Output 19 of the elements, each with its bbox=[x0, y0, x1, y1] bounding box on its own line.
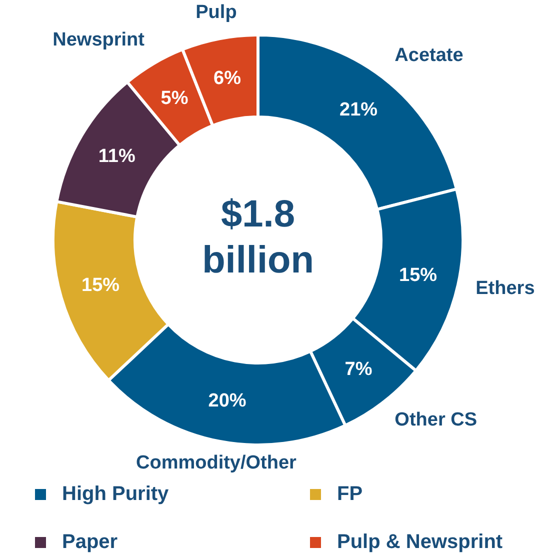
slice-label: Newsprint bbox=[52, 29, 146, 50]
text: High Purity bbox=[62, 483, 169, 506]
data-label: 5% bbox=[160, 88, 188, 110]
text: $1.8 billion bbox=[202, 193, 314, 282]
slice-label: Ethers bbox=[476, 278, 535, 299]
slice-label: Commodity/Other bbox=[136, 452, 298, 474]
data-label: 6% bbox=[214, 68, 242, 90]
data-label: 15% bbox=[399, 265, 438, 286]
data-label: 11% bbox=[98, 146, 136, 167]
data-label: 20% bbox=[208, 390, 246, 412]
text: FP bbox=[337, 483, 363, 506]
data-label: 7% bbox=[344, 358, 372, 380]
slice-label: Pulp bbox=[196, 2, 237, 24]
data-label: 21% bbox=[340, 100, 378, 121]
slice-label: Other CS bbox=[394, 409, 478, 430]
text: Paper bbox=[62, 531, 118, 554]
text: Pulp & Newsprint bbox=[337, 531, 503, 554]
data-label: 15% bbox=[81, 274, 120, 296]
slice-label: Acetate bbox=[394, 45, 464, 66]
